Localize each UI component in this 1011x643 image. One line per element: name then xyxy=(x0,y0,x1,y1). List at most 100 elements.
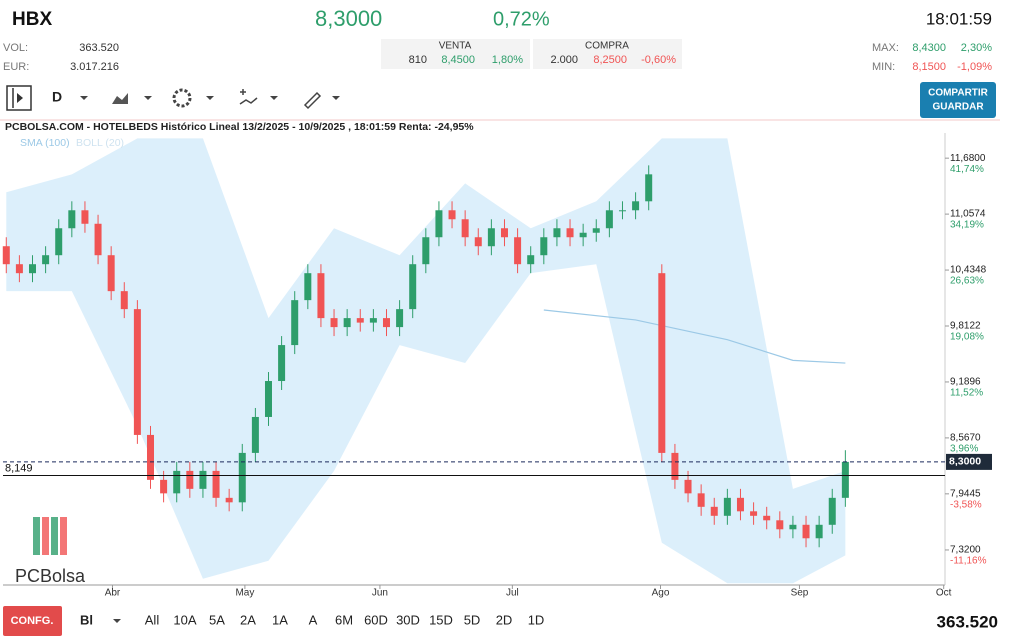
sell-price: 8,4500 xyxy=(441,54,475,66)
candle-body xyxy=(540,237,548,256)
logo: PCBolsa xyxy=(15,517,86,586)
candle-body xyxy=(28,264,36,274)
range-button[interactable]: 1A xyxy=(272,612,288,627)
y-tick-change: 26,63% xyxy=(950,276,984,287)
mode[interactable]: Bl xyxy=(80,612,93,627)
candle-body xyxy=(186,470,194,489)
config-button[interactable]: CONFG. xyxy=(3,606,62,636)
buy-qty: 2.000 xyxy=(550,54,578,66)
candle-body xyxy=(802,524,810,539)
range-button[interactable]: 1D xyxy=(528,612,545,627)
x-tick-label: Oct xyxy=(936,588,952,599)
range-button[interactable]: 2A xyxy=(240,612,256,627)
reference-label: 8,149 xyxy=(5,462,33,474)
indicator-icon[interactable] xyxy=(239,89,258,105)
candle-body xyxy=(212,470,220,498)
range-button[interactable]: 5D xyxy=(464,612,481,627)
y-tick-change: 19,08% xyxy=(950,332,984,343)
candle-body xyxy=(173,470,181,494)
range-button[interactable]: 60D xyxy=(364,612,388,627)
candle-body xyxy=(579,232,587,238)
chart-title: PCBOLSA.COM - HOTELBEDS Histórico Lineal… xyxy=(5,121,474,133)
draw-icon[interactable] xyxy=(303,91,322,110)
candle-body xyxy=(317,273,325,319)
y-tick-label: 8,5670 xyxy=(950,433,981,444)
candle-body xyxy=(356,318,364,323)
sell-title: VENTA xyxy=(439,41,472,52)
settings-icon[interactable] xyxy=(172,88,192,108)
candle-body xyxy=(697,493,705,507)
buy-pct: -0,60% xyxy=(641,54,676,66)
y-tick-label: 11,6800 xyxy=(950,153,986,164)
candle-body xyxy=(671,452,679,480)
candle-body xyxy=(500,228,508,238)
candle-body xyxy=(618,210,626,212)
range-button[interactable]: All xyxy=(145,612,160,627)
candle-body xyxy=(107,255,115,292)
change: 0,72% xyxy=(493,8,550,30)
candle-body xyxy=(461,219,469,238)
candle-body xyxy=(815,524,823,539)
bollinger-band xyxy=(6,138,846,584)
candle-body xyxy=(409,264,417,310)
dropdown-arrow[interactable] xyxy=(332,96,340,100)
candle-body xyxy=(553,228,561,238)
dropdown-arrow[interactable] xyxy=(270,96,278,100)
candle-body xyxy=(632,201,640,211)
candle-body xyxy=(605,210,613,229)
dropdown-arrow[interactable] xyxy=(113,619,121,623)
y-tick-change: 41,74% xyxy=(950,164,984,175)
sma-line xyxy=(543,309,846,364)
range-button[interactable]: 5A xyxy=(209,612,225,627)
time: 18:01:59 xyxy=(926,9,992,28)
min: 8,1500 xyxy=(912,61,946,73)
candle-body xyxy=(264,381,272,417)
y-tick-label: 9,8122 xyxy=(950,321,981,332)
dropdown-arrow[interactable] xyxy=(144,96,152,100)
vol-label: VOL: xyxy=(3,42,28,54)
buy-price: 8,2500 xyxy=(593,54,627,66)
eur-label: EUR: xyxy=(3,61,29,73)
candle-body xyxy=(763,515,771,521)
range-button[interactable]: 6M xyxy=(335,612,353,627)
dropdown-arrow[interactable] xyxy=(206,96,214,100)
x-tick-label: Sep xyxy=(791,588,809,599)
share-label: COMPARTIR xyxy=(928,88,989,99)
candle-body xyxy=(15,264,23,274)
x-tick-label: Abr xyxy=(105,588,121,599)
range-button[interactable]: A xyxy=(309,612,318,627)
candle-body xyxy=(396,309,404,328)
candle-body xyxy=(841,461,849,498)
y-tick-change: -11,16% xyxy=(950,556,987,567)
candle-body xyxy=(81,210,89,224)
min-label: MIN: xyxy=(872,61,895,73)
y-tick-change: 11,52% xyxy=(950,388,983,399)
candle-body xyxy=(304,273,312,301)
candle-body xyxy=(160,479,168,494)
range-button[interactable]: 10A xyxy=(173,612,196,627)
candle-body xyxy=(487,228,495,247)
y-tick-label: 10,4348 xyxy=(950,265,987,276)
buy-box xyxy=(533,39,682,69)
dropdown-arrow[interactable] xyxy=(80,96,88,100)
toggle-panel[interactable] xyxy=(6,85,32,111)
sell-qty: 810 xyxy=(409,54,427,66)
y-tick-label: 7,3200 xyxy=(950,545,981,556)
candle-body xyxy=(828,497,836,525)
range-button[interactable]: 30D xyxy=(396,612,420,627)
range-button[interactable]: 2D xyxy=(496,612,513,627)
share-save-button[interactable]: COMPARTIR GUARDAR xyxy=(920,82,996,118)
candle-body xyxy=(645,174,653,202)
candle-body xyxy=(514,237,522,265)
candle-body xyxy=(435,210,443,238)
range-button[interactable]: 15D xyxy=(429,612,453,627)
chart-type-icon[interactable] xyxy=(112,93,128,104)
y-tick-change: 34,19% xyxy=(950,220,984,231)
symbol: HBX xyxy=(12,9,52,30)
candle-body xyxy=(199,470,207,489)
max-label: MAX: xyxy=(872,42,899,54)
x-tick-label: Jun xyxy=(372,588,388,599)
period[interactable]: D xyxy=(52,89,62,105)
